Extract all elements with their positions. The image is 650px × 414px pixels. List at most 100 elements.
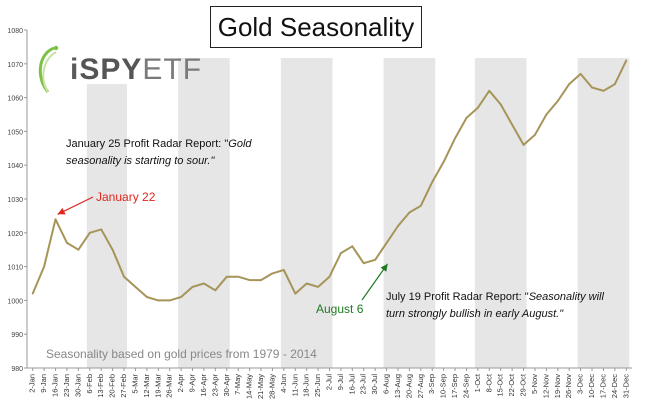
january-22-label: January 22 (96, 190, 156, 204)
y-tick-label: 1010 (7, 265, 23, 272)
y-tick-label: 1030 (7, 197, 23, 204)
x-tick-label: 20-Aug (404, 374, 413, 398)
x-tick-label: 30-Jul (370, 374, 379, 395)
x-tick-label: 6-Aug (382, 374, 391, 394)
x-tick-label: 30-Apr (222, 374, 231, 397)
x-tick-label: 9-Jan (39, 374, 48, 393)
data-point (408, 211, 411, 214)
x-tick-label: 5-Mar (130, 374, 139, 394)
logo-wordmark: iSPYETF (70, 53, 203, 86)
y-tick-label: 1000 (7, 298, 23, 305)
x-tick-label: 14-May (245, 374, 254, 399)
seasonal-shade-band (280, 58, 333, 368)
seasonal-shade-band (178, 58, 230, 368)
data-point (203, 282, 205, 285)
x-tick-label: 1-Oct (473, 373, 482, 392)
chart-footnote: Seasonality based on gold prices from 19… (46, 347, 317, 361)
data-point (476, 106, 479, 109)
data-point (454, 137, 456, 140)
x-tick-label: 17-Dec (598, 374, 607, 398)
data-point (568, 83, 571, 85)
x-tick-label: 27-Feb (119, 374, 128, 398)
data-point (305, 282, 308, 285)
data-point (499, 103, 502, 106)
x-tick-label: 16-Jan (51, 374, 60, 397)
x-tick-label: 12-Nov (541, 374, 550, 398)
data-point (613, 83, 616, 85)
x-tick-label: 30-Jan (73, 374, 82, 397)
x-tick-label: 24-Dec (610, 374, 619, 398)
y-tick-label: 1040 (7, 163, 23, 170)
x-tick-label: 25-Jun (313, 374, 322, 397)
x-tick-label: 18-Jun (302, 374, 311, 397)
x-tick-label: 6-Feb (85, 374, 94, 394)
data-point (66, 242, 68, 244)
data-point (374, 258, 377, 261)
data-point (556, 100, 559, 102)
data-point (579, 73, 582, 75)
x-tick-label: 20-Feb (108, 374, 117, 398)
chart-title-box: Gold Seasonality (210, 6, 422, 48)
data-point (271, 272, 274, 275)
data-point (488, 89, 491, 92)
data-point (465, 116, 468, 119)
data-point (123, 275, 125, 278)
january-report-annotation: January 25 Profit Radar Report: "Gold se… (66, 138, 252, 167)
x-tick-label: 3-Sep (427, 374, 436, 394)
x-tick-label: 19-Mar (153, 374, 162, 398)
x-tick-label: 22-Oct (507, 373, 516, 396)
y-tick-label: 1050 (7, 129, 23, 136)
y-tick-label: 1080 (7, 28, 23, 35)
x-tick-label: 29-Oct (519, 373, 528, 396)
data-point (351, 245, 354, 248)
data-point (225, 275, 228, 278)
data-point (111, 248, 114, 251)
data-point (180, 296, 183, 298)
data-point (340, 252, 342, 254)
seasonal-shade-band (577, 58, 630, 368)
x-tick-label: 10-Sep (439, 374, 448, 398)
data-point (157, 299, 160, 302)
ispyetf-logo: iSPYETF (34, 40, 201, 100)
x-tick-label: 10-Dec (587, 374, 596, 398)
data-point (168, 299, 171, 302)
x-tick-label: 28-May (267, 374, 276, 399)
data-point (134, 285, 137, 288)
data-point (385, 242, 388, 244)
data-point (328, 275, 331, 278)
data-point (77, 248, 80, 251)
data-point (317, 285, 319, 288)
x-tick-label: 9-Apr (188, 374, 197, 393)
data-point (145, 296, 148, 298)
x-tick-label: 4-Jun (279, 374, 288, 393)
x-tick-label: 27-Aug (416, 374, 425, 398)
x-tick-label: 31-Dec (621, 374, 630, 398)
x-tick-label: 13-Aug (393, 374, 402, 398)
x-tick-label: 3-Dec (576, 374, 585, 394)
y-tick-label: 1070 (7, 62, 23, 69)
seasonal-shade-band (474, 58, 527, 368)
x-tick-label: 8-Oct (484, 373, 493, 392)
data-point (237, 275, 240, 278)
january-22-arrow (57, 196, 94, 215)
data-point (294, 292, 297, 295)
x-tick-label: 13-Feb (96, 374, 105, 398)
data-point (362, 262, 365, 265)
data-point (602, 89, 605, 92)
data-point (191, 285, 194, 288)
x-tick-label: 2-Jul (325, 374, 334, 391)
x-tick-label: 16-Jul (347, 374, 356, 395)
x-tick-label: 11-Jun (290, 374, 299, 396)
x-tick-label: 2-Jan (28, 374, 37, 393)
july-report-annotation: July 19 Profit Radar Report: "Seasonalit… (386, 291, 604, 320)
x-tick-label: 2-Apr (176, 374, 185, 393)
data-point (88, 231, 91, 234)
data-point (591, 86, 593, 89)
x-tick-label: 17-Sep (450, 374, 459, 398)
x-tick-label: 5-Nov (530, 374, 539, 394)
x-tick-label: 23-Jul (359, 374, 368, 395)
data-point (260, 279, 262, 282)
data-point (54, 218, 57, 221)
data-point (522, 144, 525, 146)
y-tick-label: 980 (11, 366, 23, 373)
